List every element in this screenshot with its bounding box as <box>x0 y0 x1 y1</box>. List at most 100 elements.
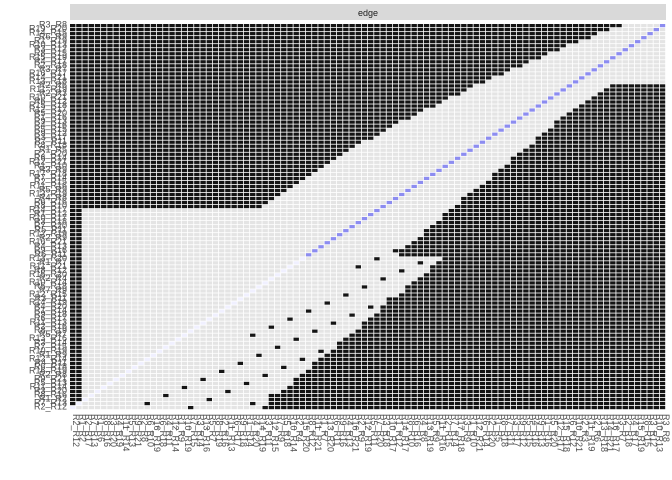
heatmap-cell <box>616 152 622 156</box>
heatmap-cell <box>368 32 374 36</box>
heatmap-cell <box>156 48 163 52</box>
heatmap-cell <box>237 64 244 68</box>
heatmap-cell <box>138 188 144 193</box>
heatmap-cell <box>591 144 597 148</box>
heatmap-cell <box>82 225 88 229</box>
heatmap-cell <box>554 72 560 76</box>
heatmap-cell <box>132 28 138 32</box>
heatmap-cell <box>82 96 88 100</box>
heatmap-cell <box>181 28 188 32</box>
heatmap-cell <box>206 48 212 52</box>
heatmap-cell <box>517 172 523 176</box>
heatmap-cell <box>597 88 604 92</box>
heatmap-cell <box>430 168 436 172</box>
heatmap-cell <box>318 108 324 112</box>
heatmap-cell <box>231 100 237 104</box>
heatmap-cell <box>281 192 287 197</box>
heatmap-cell <box>647 108 653 112</box>
heatmap-cell <box>299 68 306 72</box>
heatmap-cell <box>125 184 132 189</box>
heatmap-cell <box>454 200 461 205</box>
heatmap-cell <box>70 128 76 132</box>
heatmap-cell <box>417 148 424 152</box>
heatmap-cell <box>318 204 324 209</box>
heatmap-cell <box>343 128 349 132</box>
heatmap-cell <box>299 128 306 132</box>
heatmap-cell <box>622 72 628 76</box>
heatmap-cell <box>231 112 237 116</box>
heatmap-cell <box>330 212 337 217</box>
heatmap-cell <box>591 48 597 52</box>
heatmap-cell <box>454 208 461 213</box>
heatmap-cell <box>274 136 281 140</box>
heatmap-cell <box>554 64 560 68</box>
heatmap-cell <box>132 172 138 176</box>
heatmap-cell <box>70 196 76 201</box>
heatmap-cell <box>262 28 268 32</box>
heatmap-cell <box>610 24 616 28</box>
heatmap-cell <box>485 84 492 88</box>
heatmap-cell <box>318 100 324 104</box>
heatmap-cell <box>144 148 150 152</box>
heatmap-cell <box>560 176 566 181</box>
heatmap-cell <box>274 64 281 68</box>
heatmap-cell <box>318 96 324 100</box>
heatmap-cell <box>101 76 107 80</box>
heatmap-cell <box>274 132 281 136</box>
heatmap-cell <box>119 152 126 156</box>
heatmap-cell <box>349 217 355 221</box>
heatmap-cell <box>336 172 343 176</box>
heatmap-cell <box>324 144 330 148</box>
heatmap-cell <box>237 60 244 64</box>
heatmap-cell <box>243 225 250 229</box>
heatmap-cell <box>368 60 374 64</box>
heatmap-cell <box>436 32 442 36</box>
heatmap-cell <box>498 68 504 72</box>
heatmap-cell <box>628 64 635 68</box>
heatmap-cell <box>355 164 361 168</box>
heatmap-cell <box>579 144 585 148</box>
heatmap-cell <box>616 225 622 229</box>
heatmap-cell <box>194 32 200 36</box>
heatmap-cell <box>579 32 585 36</box>
heatmap-cell <box>479 184 486 189</box>
heatmap-cell <box>517 217 523 221</box>
heatmap-cell <box>659 229 666 233</box>
heatmap-cell <box>219 164 225 168</box>
heatmap-cell <box>572 217 579 221</box>
heatmap-cell <box>405 212 411 217</box>
heatmap-cell <box>330 44 337 48</box>
heatmap-cell <box>641 208 647 213</box>
heatmap-cell <box>336 176 343 181</box>
heatmap-cell <box>554 132 560 136</box>
heatmap-cell <box>585 100 591 104</box>
heatmap-cell <box>461 136 467 140</box>
heatmap-cell <box>76 176 82 181</box>
heatmap-cell <box>368 116 374 120</box>
heatmap-cell <box>473 212 479 217</box>
heatmap-cell <box>548 136 554 140</box>
heatmap-cell <box>467 192 473 197</box>
heatmap-cell <box>442 32 448 36</box>
heatmap-cell <box>219 108 225 112</box>
heatmap-cell <box>454 112 461 116</box>
heatmap-cell <box>653 24 659 28</box>
heatmap-cell <box>653 136 659 140</box>
heatmap-cell <box>473 229 479 233</box>
heatmap-cell <box>597 200 604 205</box>
heatmap-cell <box>200 148 206 152</box>
heatmap-cell <box>231 24 237 28</box>
heatmap-cell <box>417 168 424 172</box>
heatmap-cell <box>616 192 622 197</box>
heatmap-cell <box>535 92 542 96</box>
heatmap-cell <box>405 32 411 36</box>
heatmap-cell <box>548 116 554 120</box>
heatmap-cell <box>256 128 262 132</box>
heatmap-cell <box>634 168 641 172</box>
heatmap-cell <box>293 164 299 168</box>
heatmap-cell <box>243 168 250 172</box>
heatmap-cell <box>200 192 206 197</box>
heatmap-cell <box>88 152 95 156</box>
heatmap-cell <box>510 88 517 92</box>
heatmap-cell <box>169 136 175 140</box>
